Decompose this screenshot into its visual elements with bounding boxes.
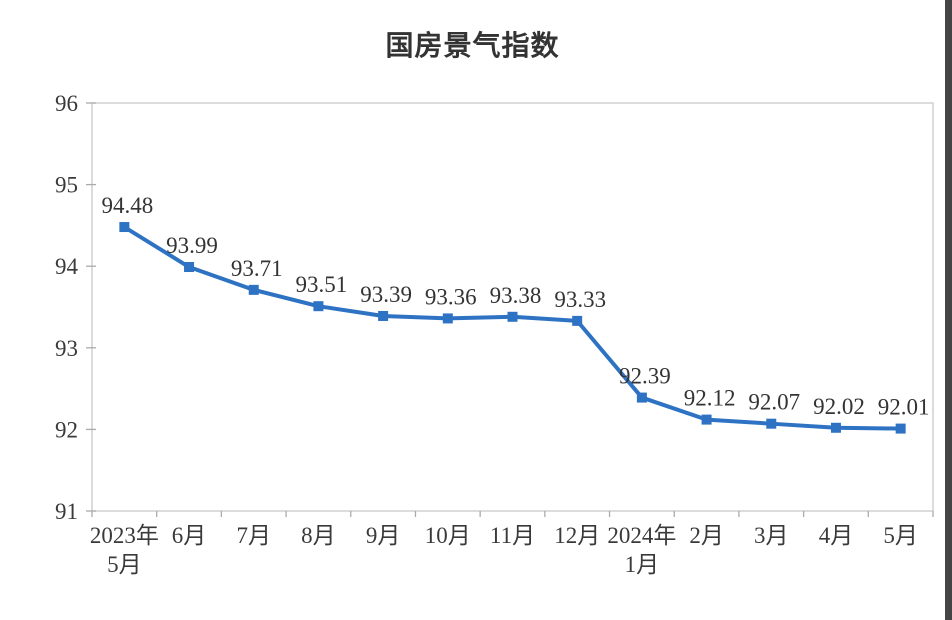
data-point-marker	[507, 311, 518, 322]
data-label: 93.36	[425, 284, 477, 309]
x-axis-label: 8月	[301, 523, 336, 548]
x-axis-label: 7月	[236, 523, 271, 548]
y-axis-label: 94	[55, 254, 79, 279]
data-point-marker	[766, 418, 777, 429]
data-label: 93.71	[231, 256, 283, 281]
x-axis-label: 9月	[366, 523, 401, 548]
data-label: 94.48	[101, 193, 153, 218]
data-label: 92.39	[619, 364, 671, 389]
data-point-marker	[701, 414, 712, 425]
x-axis-label: 10月	[425, 523, 471, 548]
x-axis-label: 2023年 5月	[90, 523, 159, 577]
data-label: 93.39	[360, 282, 412, 307]
right-edge-bar	[945, 0, 952, 620]
data-label: 92.07	[748, 390, 800, 415]
x-axis-label: 5月	[883, 523, 918, 548]
x-axis-label: 6月	[172, 523, 207, 548]
data-label: 93.38	[490, 283, 542, 308]
x-axis-label: 2月	[689, 523, 724, 548]
data-point-marker	[184, 262, 195, 273]
x-axis-label: 2024年 1月	[607, 523, 676, 577]
y-axis-label: 92	[55, 417, 78, 442]
data-point-marker	[378, 310, 389, 321]
x-axis-label: 11月	[490, 523, 535, 548]
data-label: 92.01	[878, 395, 930, 420]
y-axis-label: 96	[55, 91, 78, 116]
data-point-marker	[442, 313, 453, 324]
data-point-marker	[248, 284, 259, 295]
x-axis-label: 3月	[754, 523, 789, 548]
chart-title: 国房景气指数	[385, 30, 560, 61]
plot-border	[91, 102, 934, 512]
x-axis-label: 4月	[819, 523, 854, 548]
data-label: 92.02	[813, 394, 865, 419]
y-axis-label: 91	[55, 499, 78, 524]
data-point-marker	[572, 315, 583, 326]
data-point-marker	[895, 423, 906, 434]
data-label: 93.33	[554, 287, 606, 312]
data-point-marker	[313, 301, 324, 312]
data-label: 93.51	[296, 272, 348, 297]
data-point-marker	[636, 392, 647, 403]
y-axis-label: 93	[55, 336, 78, 361]
data-point-marker	[119, 222, 130, 233]
data-point-marker	[830, 422, 841, 433]
x-axis-label: 12月	[554, 523, 600, 548]
data-label: 92.12	[684, 386, 736, 411]
y-axis-label: 95	[55, 173, 78, 198]
data-label: 93.99	[166, 233, 218, 258]
